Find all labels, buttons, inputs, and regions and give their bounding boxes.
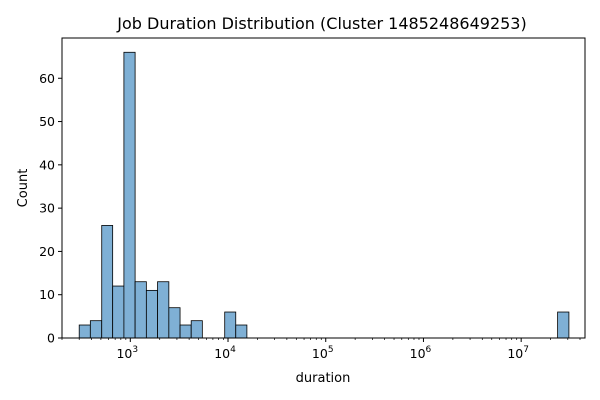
histogram-bars [78, 51, 570, 339]
histogram-bar [557, 311, 570, 339]
x-axis: 103 104 105 106 107 [61, 338, 581, 361]
y-axis: 0 10 20 30 40 50 60 [39, 71, 62, 346]
histogram-bar [78, 324, 91, 339]
x-tick-label: 105 [312, 345, 334, 361]
x-tick-label: 106 [410, 345, 432, 361]
y-tick-label: 20 [39, 244, 55, 259]
histogram-bar [157, 281, 170, 339]
y-tick-label: 10 [39, 287, 55, 302]
y-tick-label: 50 [39, 114, 55, 129]
histogram-bar [168, 307, 181, 339]
y-axis-label: Count [16, 169, 31, 208]
histogram-bar [224, 311, 237, 339]
histogram-bar [134, 281, 147, 339]
histogram-bar [235, 324, 248, 339]
y-tick-label: 30 [39, 201, 55, 216]
y-tick-label: 0 [47, 331, 55, 346]
x-tick-label: 103 [116, 345, 138, 361]
plot-frame [61, 37, 586, 339]
histogram-bar [101, 225, 114, 339]
histogram-bar [190, 320, 203, 339]
histogram-bar [112, 285, 125, 339]
x-axis-label: duration [296, 371, 351, 386]
histogram-bar [145, 289, 158, 339]
histogram-bar [123, 51, 136, 339]
chart-title: Job Duration Distribution (Cluster 14852… [116, 14, 526, 33]
y-tick-label: 60 [39, 71, 55, 86]
y-tick-label: 40 [39, 157, 55, 172]
histogram-bar [179, 324, 192, 339]
x-tick-label: 104 [214, 345, 236, 361]
histogram-bar [89, 320, 103, 339]
x-tick-label: 107 [507, 345, 529, 361]
